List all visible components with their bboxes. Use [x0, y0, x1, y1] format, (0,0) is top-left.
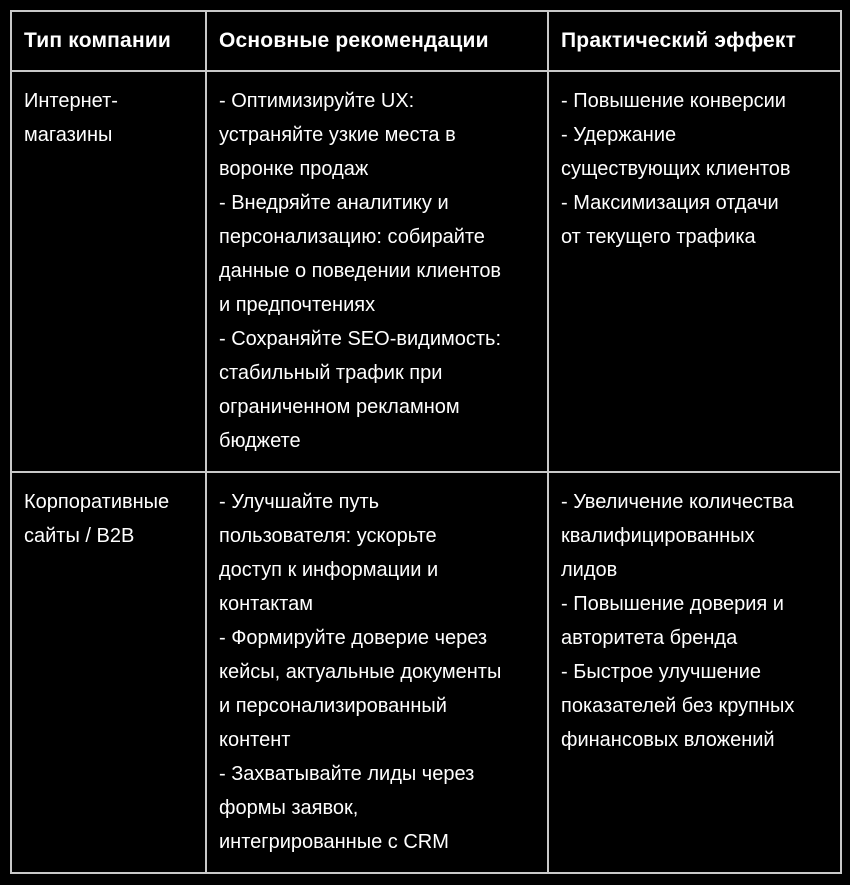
header-practical-effect: Практический эффект	[547, 10, 842, 72]
table-header-row: Тип компании Основные рекомендации Практ…	[10, 10, 842, 72]
cell-company-type: Интернет- магазины	[10, 70, 207, 473]
table-row: Интернет- магазины - Оптимизируйте UX: у…	[10, 70, 842, 473]
company-recommendations-table: Тип компании Основные рекомендации Практ…	[10, 10, 842, 874]
cell-practical-effect: - Повышение конверсии - Удержание сущест…	[547, 70, 842, 473]
cell-recommendations: - Улучшайте путь пользователя: ускорьте …	[205, 471, 549, 874]
cell-practical-effect: - Увеличение количества квалифицированны…	[547, 471, 842, 874]
cell-recommendations: - Оптимизируйте UX: устраняйте узкие мес…	[205, 70, 549, 473]
header-recommendations: Основные рекомендации	[205, 10, 549, 72]
table-row: Корпоративные сайты / B2B - Улучшайте пу…	[10, 471, 842, 874]
cell-company-type: Корпоративные сайты / B2B	[10, 471, 207, 874]
header-company-type: Тип компании	[10, 10, 207, 72]
